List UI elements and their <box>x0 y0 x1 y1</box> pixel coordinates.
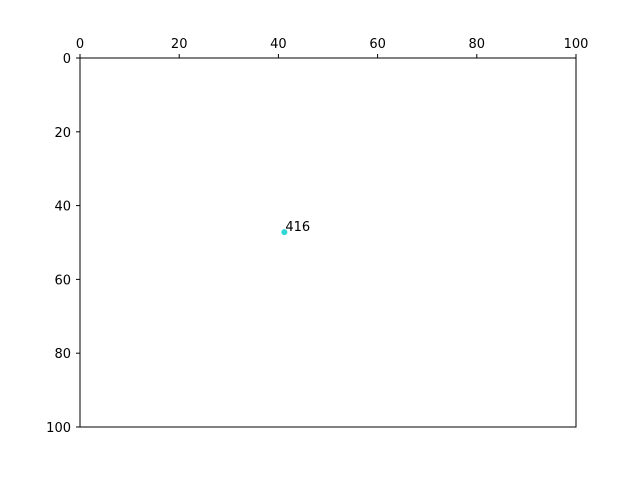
y-axis-ticks: 0 20 40 60 80 100 <box>46 52 80 436</box>
x-tick-label: 40 <box>270 37 287 52</box>
x-tick-label: 100 <box>564 37 589 52</box>
y-tick-label: 60 <box>54 273 71 288</box>
y-tick-label: 20 <box>54 126 71 141</box>
x-tick-label: 0 <box>76 37 84 52</box>
y-tick-label: 80 <box>54 347 71 362</box>
data-point <box>281 229 288 236</box>
y-tick-label: 0 <box>63 52 71 67</box>
x-axis-ticks: 0 20 40 60 80 100 <box>76 37 589 58</box>
x-tick-label: 80 <box>469 37 486 52</box>
data-point-label: 416 <box>285 220 310 235</box>
x-tick-label: 20 <box>171 37 188 52</box>
data-points: 416 <box>281 220 310 236</box>
y-tick-label: 40 <box>54 200 71 215</box>
plot-area <box>79 57 577 428</box>
x-tick-label: 60 <box>369 37 386 52</box>
y-tick-label: 100 <box>46 421 71 436</box>
